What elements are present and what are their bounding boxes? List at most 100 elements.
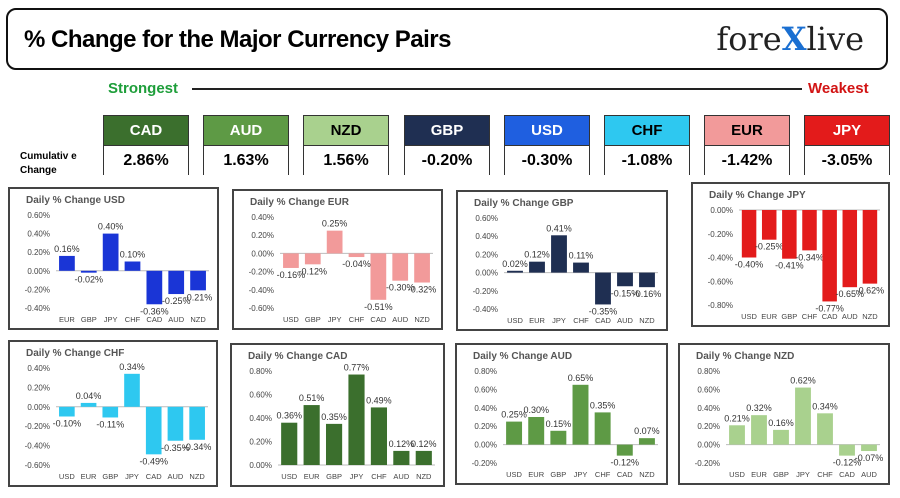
bar [80,402,97,407]
bar [528,417,545,445]
bar-chart: 0.40% 0.20% 0.00% -0.20% -0.40% -0.60% -0.16% U… [249,213,437,324]
y-tick-label: 0.60% [697,385,720,394]
x-tick-label: USD [729,470,745,479]
chart-title: Daily % Change CAD [248,351,348,362]
x-tick-label: JPY [125,472,139,481]
currency-name: CAD [104,116,188,146]
data-label: 0.30% [523,405,549,415]
x-tick-label: NZD [189,472,205,481]
currency-box-usd: USD -0.30% [504,115,590,175]
data-label: 0.40% [98,222,124,232]
currency-box-nzd: NZD 1.56% [303,115,389,175]
y-tick-label: 0.00% [249,461,272,470]
x-tick-label: NZD [190,315,206,324]
bar [817,413,833,445]
bar [124,373,140,407]
x-tick-label: USD [506,470,522,479]
y-tick-label: 0.60% [27,211,50,220]
y-tick-label: 0.20% [251,231,274,240]
bar-chart: 0.60% 0.40% 0.20% 0.00% -0.20% -0.40% 0.02% USD… [473,214,662,325]
x-tick-label: NZD [639,470,655,479]
y-tick-label: -0.20% [473,287,498,296]
y-tick-label: -0.20% [708,230,733,239]
bar [507,270,523,273]
bar [348,253,365,258]
data-label: 0.10% [120,250,146,260]
y-tick-label: -0.80% [708,301,733,310]
data-label: 0.15% [546,419,572,429]
data-label: -0.51% [364,302,393,312]
x-tick-label: GBP [81,315,97,324]
x-tick-label: AUD [842,312,858,321]
chart-title: Daily % Change GBP [474,198,574,209]
bar [529,261,545,273]
cumulative-change-value: 2.86% [104,146,188,175]
x-tick-label: GBP [773,470,789,479]
x-tick-label: JPY [552,316,566,325]
x-tick-label: AUD [392,315,408,324]
data-label: -0.04% [342,259,371,269]
data-label: 0.32% [746,403,772,413]
x-tick-label: CHF [802,312,818,321]
x-tick-label: USD [741,312,757,321]
bar [124,261,141,271]
y-tick-label: 0.20% [249,438,272,447]
bar [551,235,567,273]
data-label: -0.12% [833,458,862,468]
bar [80,270,97,273]
bar-chart: 0.40% 0.20% 0.00% -0.20% -0.40% -0.60% -0.10% U… [25,362,212,481]
data-label: 0.16% [54,244,80,254]
y-tick-label: 0.40% [474,404,497,413]
cumulative-change-value: -0.30% [505,146,589,175]
chart-panel: Daily % Change GBP 0.60% 0.40% 0.20% 0.00% -0… [456,190,668,331]
y-tick-label: 0.00% [475,269,498,278]
y-tick-label: 0.00% [27,267,50,276]
x-tick-label: CAD [146,472,162,481]
bar [414,253,430,283]
bar [638,438,655,445]
data-label: 0.34% [812,401,838,411]
x-tick-label: GBP [102,472,118,481]
data-label: -0.30% [386,283,415,293]
chart-title: Daily % Change JPY [709,190,806,201]
chart-panel: Daily % Change CHF 0.40% 0.20% 0.00% -0.20% -… [8,340,218,487]
data-label: -0.21% [184,292,213,302]
x-tick-label: USD [59,472,75,481]
y-tick-label: -0.60% [249,304,274,313]
data-label: -0.49% [139,456,168,466]
data-label: 0.34% [119,362,145,372]
x-tick-label: JPY [350,472,364,481]
bar-chart: 0.80% 0.60% 0.40% 0.20% 0.00% 0.36% USD 0.51% EU… [249,363,436,481]
y-tick-label: 0.20% [475,250,498,259]
data-label: -0.40% [735,260,764,270]
chart-panel: Daily % Change JPY 0.00% -0.20% -0.40% -0.60… [691,182,890,327]
bar [304,253,321,265]
bar [145,406,162,455]
bar [862,210,878,284]
cumulative-change-value: -1.08% [605,146,689,175]
bar [572,384,589,445]
data-label: 0.41% [546,223,572,233]
data-label: 0.07% [634,426,660,436]
ranking-arrow-line [192,88,802,90]
y-tick-label: -0.60% [708,277,733,286]
data-label: 0.51% [299,393,325,403]
x-tick-label: AUD [393,472,409,481]
x-tick-label: USD [507,316,523,325]
page-title: % Change for the Major Currency Pairs [24,26,451,53]
cumulative-change-value: 1.56% [304,146,388,175]
y-tick-label: 0.40% [475,232,498,241]
data-label: 0.62% [790,376,816,386]
x-tick-label: EUR [304,472,320,481]
chart-title: Daily % Change AUD [473,351,573,362]
x-tick-label: USD [283,315,299,324]
cumulative-change-value: -3.05% [805,146,889,175]
data-label: 0.21% [724,413,750,423]
bar [325,423,343,465]
data-label: -0.35% [589,306,618,316]
strongest-label: Strongest [108,80,179,97]
bar [59,255,75,271]
data-label: 0.25% [322,219,348,229]
chart-panel: Daily % Change EUR 0.40% 0.20% 0.00% -0.20% -… [232,189,443,330]
bar [595,272,611,305]
